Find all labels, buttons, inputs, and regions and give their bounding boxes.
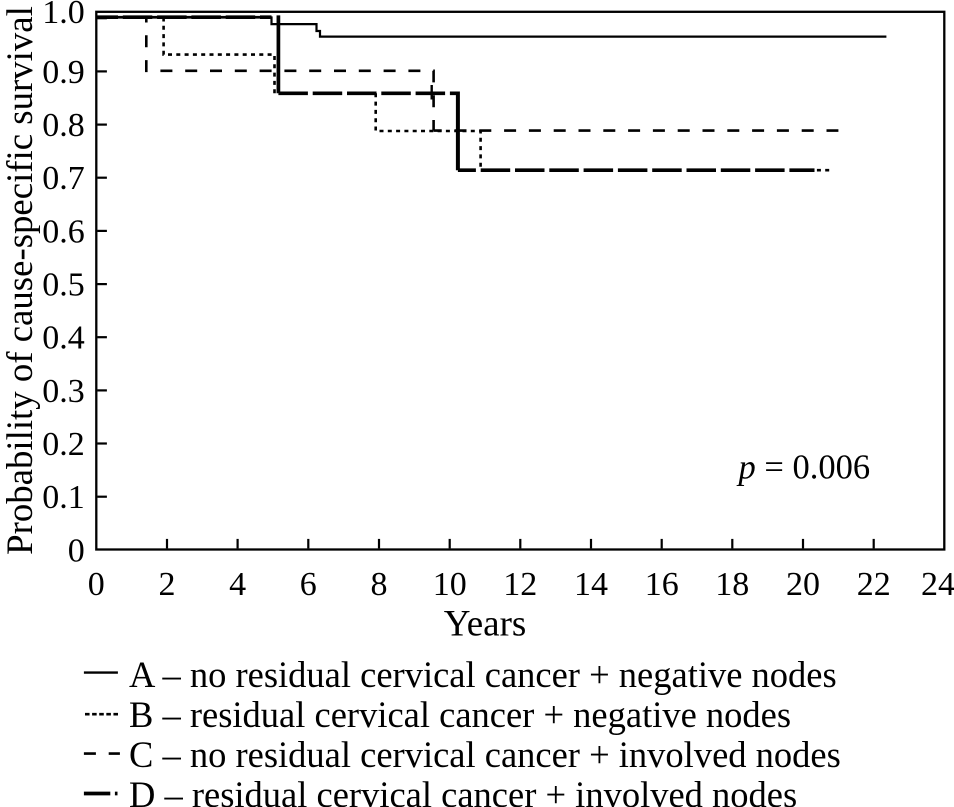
svg-text:16: 16 <box>645 566 679 603</box>
svg-text:0.6: 0.6 <box>42 213 85 250</box>
svg-text:0.5: 0.5 <box>42 267 85 304</box>
svg-text:0.4: 0.4 <box>42 320 85 357</box>
svg-text:p = 0.006: p = 0.006 <box>736 449 871 487</box>
svg-text:12: 12 <box>503 566 537 603</box>
svg-text:0.9: 0.9 <box>42 54 85 91</box>
svg-text:24: 24 <box>921 566 954 603</box>
svg-text:14: 14 <box>574 566 608 603</box>
svg-text:4: 4 <box>229 566 246 603</box>
svg-text:Probability of cause-specific: Probability of cause-specific survival <box>0 6 40 555</box>
svg-text:1.0: 1.0 <box>42 0 85 31</box>
svg-text:22: 22 <box>857 566 891 603</box>
svg-text:2: 2 <box>159 566 176 603</box>
svg-text:20: 20 <box>786 566 820 603</box>
svg-text:0.2: 0.2 <box>42 426 85 463</box>
svg-text:0.1: 0.1 <box>42 479 85 516</box>
svg-text:6: 6 <box>300 566 317 603</box>
svg-text:18: 18 <box>715 566 749 603</box>
svg-text:8: 8 <box>371 566 388 603</box>
svg-text:C – no residual cervical cance: C – no residual cervical cancer + involv… <box>129 734 841 775</box>
svg-text:B – residual cervical cancer +: B – residual cervical cancer + negative … <box>129 694 791 735</box>
svg-text:10: 10 <box>433 566 467 603</box>
svg-text:0.3: 0.3 <box>42 373 85 410</box>
svg-text:0: 0 <box>68 532 85 569</box>
svg-text:0.8: 0.8 <box>42 107 85 144</box>
svg-text:0.7: 0.7 <box>42 160 85 197</box>
svg-text:Years: Years <box>444 604 527 645</box>
svg-text:A – no residual cervical cance: A – no residual cervical cancer + negati… <box>129 654 837 695</box>
svg-text:0: 0 <box>88 566 105 603</box>
svg-text:D – residual cervical cancer +: D – residual cervical cancer + involved … <box>129 774 797 807</box>
